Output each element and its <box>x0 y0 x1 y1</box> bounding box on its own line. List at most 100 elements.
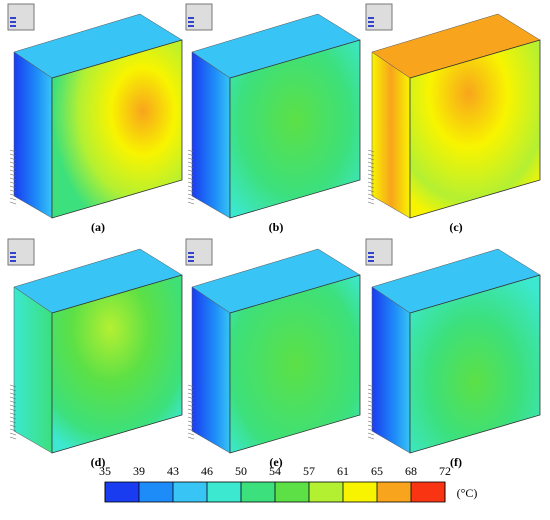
fin <box>187 388 195 392</box>
fin <box>187 408 195 412</box>
panel: (d) <box>7 238 183 469</box>
box-side <box>371 286 411 454</box>
fin <box>9 161 17 165</box>
fin <box>367 161 375 165</box>
fin <box>9 436 17 440</box>
box-side <box>13 51 53 219</box>
thumbnail-pin <box>188 17 194 19</box>
fin <box>187 165 195 169</box>
colorbar-tick-label: 72 <box>439 464 451 478</box>
box-front <box>51 39 183 219</box>
fin <box>187 428 195 432</box>
colorbar-tick-label: 65 <box>371 464 383 478</box>
colorbar-tick-label: 68 <box>405 464 417 478</box>
fin <box>187 161 195 165</box>
fin <box>9 177 17 181</box>
fin <box>187 424 195 428</box>
thumbnail-pin <box>188 256 194 258</box>
box-front <box>229 274 361 454</box>
fin <box>187 396 195 400</box>
fin <box>367 436 375 440</box>
fin <box>367 416 375 420</box>
fin <box>367 412 375 416</box>
fin <box>9 181 17 185</box>
fin <box>367 201 375 205</box>
thumbnail-pin <box>368 252 374 254</box>
fin <box>367 392 375 396</box>
panel: (b) <box>185 3 361 234</box>
fin <box>9 404 17 408</box>
thumbnail-pin <box>10 260 16 262</box>
fin <box>367 420 375 424</box>
fin <box>367 408 375 412</box>
fin <box>9 169 17 173</box>
thumbnail-pin <box>10 25 16 27</box>
fin <box>187 416 195 420</box>
box-front <box>229 39 361 219</box>
colorbar-bin <box>207 482 242 502</box>
thumbnail-pin <box>10 21 16 23</box>
fin <box>187 392 195 396</box>
box-side <box>13 286 53 454</box>
fin <box>367 388 375 392</box>
fin <box>367 177 375 181</box>
fin <box>9 396 17 400</box>
thumbnail-pin <box>188 260 194 262</box>
fin <box>367 169 375 173</box>
fin <box>367 424 375 428</box>
thumbnail-pin <box>368 17 374 19</box>
thumbnail-pin <box>368 25 374 27</box>
fin <box>9 173 17 177</box>
fin <box>187 185 195 189</box>
colorbar-bin <box>343 482 378 502</box>
fin <box>367 165 375 169</box>
box-front <box>51 274 183 454</box>
colorbar-bin <box>241 482 276 502</box>
panel-label: (f) <box>450 455 462 469</box>
fin <box>9 165 17 169</box>
thumbnail-pin <box>188 25 194 27</box>
fin <box>187 177 195 181</box>
fin <box>367 153 375 157</box>
fin <box>187 201 195 205</box>
fin <box>9 153 17 157</box>
colorbar-bin <box>139 482 174 502</box>
fin <box>187 181 195 185</box>
fin <box>9 392 17 396</box>
box-side <box>371 51 411 219</box>
panel: (e) <box>185 238 361 469</box>
fin <box>367 400 375 404</box>
fin <box>187 384 195 388</box>
fin <box>187 400 195 404</box>
fin <box>187 157 195 161</box>
colorbar-bin <box>173 482 208 502</box>
fin <box>9 400 17 404</box>
fin <box>367 428 375 432</box>
fin <box>187 412 195 416</box>
colorbar-tick-label: 43 <box>167 464 179 478</box>
fin <box>9 408 17 412</box>
fin <box>367 432 375 436</box>
thumbnail-pin <box>10 17 16 19</box>
panel: (f) <box>365 238 541 469</box>
colorbar-unit: (°C) <box>457 486 478 500</box>
fin <box>187 153 195 157</box>
colorbar-tick-label: 61 <box>337 464 349 478</box>
fin <box>9 149 17 153</box>
fin <box>9 420 17 424</box>
colorbar-bin <box>411 482 446 502</box>
thumbnail-pin <box>368 21 374 23</box>
box-front <box>409 274 541 454</box>
fin <box>367 384 375 388</box>
panel-label: (e) <box>269 455 282 469</box>
fin <box>9 432 17 436</box>
fin <box>367 396 375 400</box>
fin <box>9 201 17 205</box>
fin <box>367 173 375 177</box>
fin <box>9 428 17 432</box>
fin <box>9 193 17 197</box>
box-front <box>409 39 541 219</box>
fin <box>9 157 17 161</box>
fin <box>9 412 17 416</box>
